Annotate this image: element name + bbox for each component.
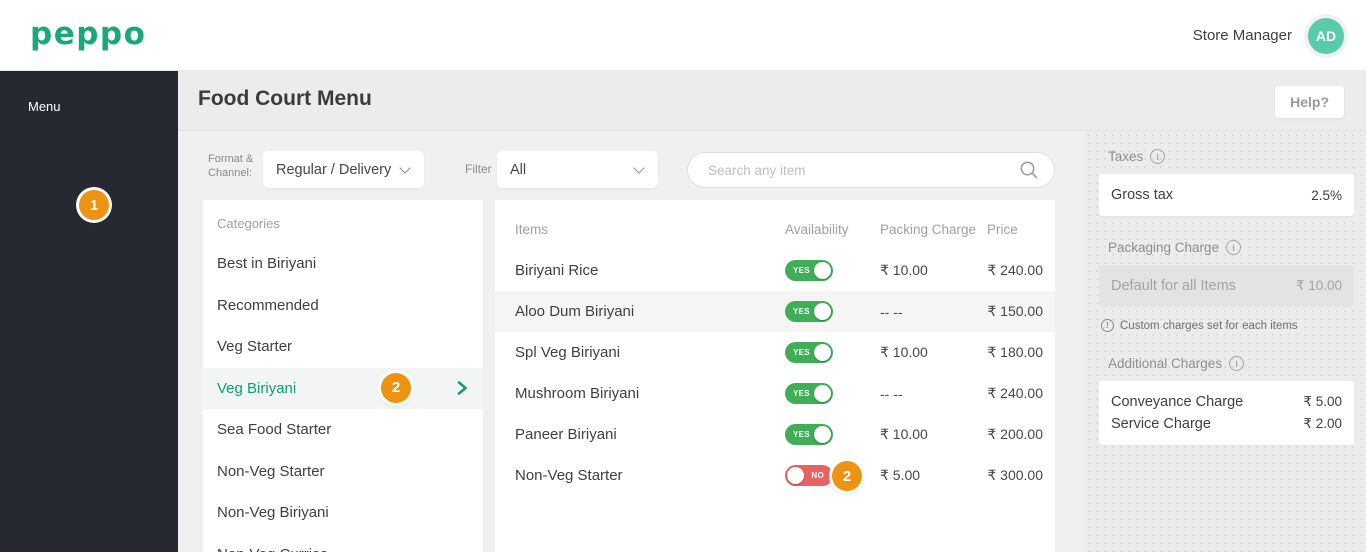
availability-toggle[interactable]: YES [785, 424, 833, 445]
availability-toggle[interactable]: YES [785, 383, 833, 404]
category-item[interactable]: Recommended [217, 296, 319, 314]
category-item[interactable]: Best in Biriyani [217, 255, 317, 273]
filter-value: All [510, 161, 527, 178]
toggle-knob [814, 426, 831, 443]
main-content: Format & Channel: Regular / Delivery Fil… [178, 131, 1085, 552]
category-item[interactable]: Non-Veg Biriyani [217, 504, 329, 522]
categories-panel: Categories Best in Biriyani Recommended … [203, 200, 483, 552]
brand-logo[interactable]: peppo [30, 16, 147, 52]
service-charge-value: ₹ 2.00 [1303, 416, 1342, 431]
info-icon[interactable]: i [1229, 356, 1245, 371]
packaging-section-label: Packaging Charge i [1108, 240, 1354, 255]
col-packing-charge: Packing Charge [880, 221, 977, 237]
format-channel-select[interactable]: Regular / Delivery [263, 151, 424, 188]
table-row: Biriyani Rice YES ₹ 10.00 ₹ 240.00 [515, 260, 1043, 281]
chevron-down-icon [399, 162, 411, 174]
help-button[interactable]: Help? [1275, 86, 1344, 118]
table-row: Aloo Dum Biriyani YES -- -- ₹ 150.00 [495, 291, 1055, 332]
search-icon[interactable] [1018, 159, 1040, 181]
table-row: Non-Veg Starter NO 2 ₹ 5.00 ₹ 300.00 [495, 455, 1055, 496]
taxes-section-label: Taxes i [1108, 149, 1354, 164]
toggle-knob [814, 385, 831, 402]
page-title: Food Court Menu [198, 87, 372, 110]
item-row-badge: 2 [832, 461, 862, 491]
charges-side-panel: Taxes i Gross tax 2.5% Packaging Charge … [1085, 131, 1366, 552]
search-box [687, 152, 1055, 188]
availability-toggle[interactable]: NO [785, 465, 833, 486]
gross-tax-label: Gross tax [1111, 187, 1174, 203]
chevron-down-icon [633, 162, 645, 174]
availability-toggle[interactable]: YES [785, 260, 833, 281]
category-badge: 2 [381, 372, 411, 403]
filter-select[interactable]: All [497, 151, 658, 188]
packaging-default-card: Default for all Items ₹ 10.00 [1099, 265, 1354, 307]
toggle-knob [814, 344, 831, 361]
info-icon[interactable]: i [1150, 149, 1166, 164]
search-input[interactable] [708, 162, 1018, 178]
format-channel-value: Regular / Delivery [276, 161, 392, 178]
filter-label: Filter [465, 162, 492, 176]
taxes-card: Gross tax 2.5% [1099, 174, 1354, 216]
packaging-default-value: ₹ 10.00 [1295, 278, 1342, 293]
gross-tax-value: 2.5% [1311, 187, 1342, 203]
category-item[interactable]: Sea Food Starter [217, 421, 332, 439]
additional-charges-section-label: Additional Charges i [1108, 356, 1354, 371]
category-item[interactable]: Non-Veg Starter [217, 462, 325, 480]
conveyance-charge-label: Conveyance Charge [1111, 394, 1244, 410]
table-row: Mushroom Biriyani YES -- -- ₹ 240.00 [515, 383, 1043, 404]
additional-charges-card: Conveyance Charge ₹ 5.00 Service Charge … [1099, 381, 1354, 445]
user-avatar[interactable]: AD [1308, 17, 1344, 54]
col-price: Price [987, 221, 1018, 237]
user-role-label: Store Manager [1192, 27, 1292, 44]
category-item[interactable]: Veg Starter [217, 338, 293, 356]
table-row: Paneer Biriyani YES ₹ 10.00 ₹ 200.00 [515, 424, 1043, 445]
toggle-knob [787, 467, 804, 484]
table-row: Spl Veg Biriyani YES ₹ 10.00 ₹ 180.00 [515, 342, 1043, 363]
top-header: peppo Store Manager AD [0, 0, 1366, 71]
toggle-knob [814, 262, 831, 279]
category-item[interactable]: Non-Veg Curries [203, 534, 483, 552]
toggle-knob [814, 303, 831, 320]
filter-row: Format & Channel: Regular / Delivery Fil… [178, 131, 1085, 200]
conveyance-charge-value: ₹ 5.00 [1303, 394, 1342, 409]
packaging-default-label: Default for all Items [1111, 278, 1236, 294]
sidebar-item-menu[interactable]: Menu [28, 99, 61, 114]
alert-icon: ! [1101, 319, 1114, 332]
availability-toggle[interactable]: YES [785, 301, 833, 322]
category-item-selected[interactable]: Veg Biriyani 2 [203, 367, 483, 409]
col-availability: Availability [785, 221, 849, 237]
left-sidebar: Menu 1 [0, 71, 178, 552]
page-title-bar: Food Court Menu Help? [178, 71, 1366, 131]
items-panel: Items Availability Packing Charge Price … [495, 200, 1055, 552]
format-channel-label: Format & Channel: [208, 153, 254, 179]
sidebar-menu-badge: 1 [79, 190, 109, 220]
service-charge-label: Service Charge [1111, 416, 1211, 432]
col-items: Items [515, 221, 549, 237]
chevron-right-icon [457, 380, 467, 395]
categories-header: Categories [217, 216, 280, 231]
packaging-note: ! Custom charges set for each items [1101, 319, 1354, 332]
items-table-header: Items Availability Packing Charge Price [495, 200, 1055, 250]
availability-toggle[interactable]: YES [785, 342, 833, 363]
info-icon[interactable]: i [1226, 240, 1242, 255]
